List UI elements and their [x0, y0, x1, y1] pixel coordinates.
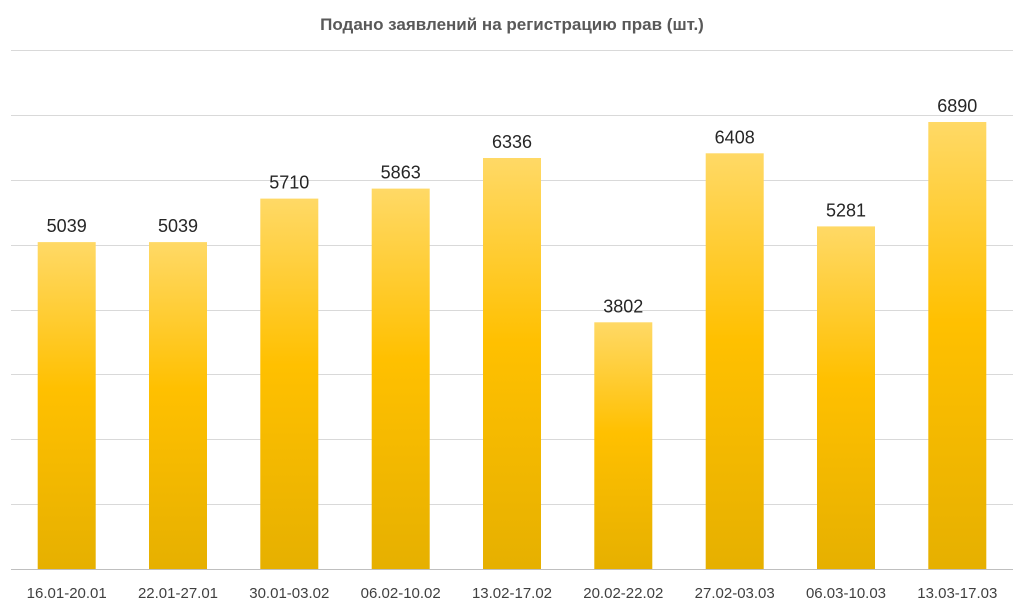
data-labels: 5039 5039 5710 5863 6336 3802 6408 5281 6890	[47, 96, 978, 316]
bar	[371, 188, 430, 569]
x-tick-label: 06.03-10.03	[806, 585, 886, 602]
data-label: 5039	[158, 216, 198, 236]
data-label: 6408	[715, 127, 755, 147]
bar	[817, 226, 875, 569]
x-tick-label: 06.02-10.02	[361, 585, 441, 602]
data-label: 5281	[826, 200, 866, 220]
bar	[705, 153, 764, 570]
bar	[928, 122, 987, 569]
data-label: 5710	[269, 173, 309, 193]
x-tick-label: 13.02-17.02	[472, 585, 552, 602]
data-label: 6890	[937, 96, 977, 116]
x-axis-ticks: 16.01-20.01 22.01-27.01 30.01-03.02 06.02-1…	[27, 585, 998, 602]
bar	[149, 242, 207, 569]
bars	[37, 122, 987, 570]
bar	[260, 198, 319, 569]
data-label: 5863	[381, 163, 421, 183]
x-tick-label: 16.01-20.01	[27, 585, 107, 602]
x-tick-label: 13.03-17.03	[917, 585, 997, 602]
bar	[594, 322, 653, 569]
x-tick-label: 27.02-03.03	[695, 585, 775, 602]
data-label: 5039	[47, 216, 87, 236]
x-tick-label: 30.01-03.02	[249, 585, 329, 602]
chart-title: Подано заявлений на регистрацию прав (шт…	[320, 15, 704, 34]
bar	[37, 242, 96, 569]
data-label: 6336	[492, 132, 532, 152]
x-tick-label: 22.01-27.01	[138, 585, 218, 602]
data-label: 3802	[603, 296, 643, 316]
x-tick-label: 20.02-22.02	[583, 585, 663, 602]
bar	[483, 158, 541, 569]
